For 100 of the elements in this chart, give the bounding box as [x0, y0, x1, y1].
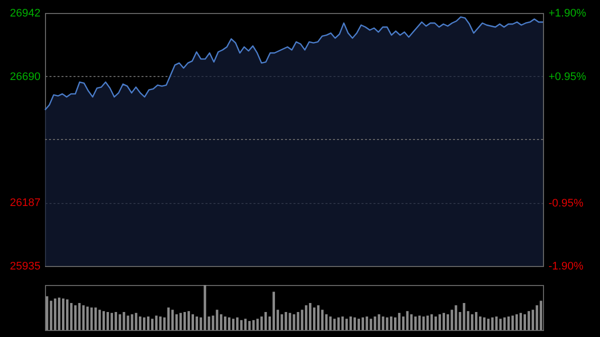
bar [370, 318, 372, 330]
bar [196, 316, 198, 330]
bar [102, 311, 105, 330]
bar [175, 314, 178, 330]
bar [406, 311, 409, 330]
bar [503, 317, 506, 330]
bar [341, 316, 344, 330]
bar [171, 310, 174, 330]
bar [483, 317, 486, 330]
bar [94, 308, 97, 330]
bar [382, 316, 384, 330]
bar [442, 312, 446, 330]
bar [325, 314, 328, 330]
bar [532, 310, 534, 330]
bar [487, 318, 490, 330]
bar [366, 316, 368, 330]
bar [446, 314, 450, 330]
bar [163, 317, 166, 330]
bar [470, 314, 474, 330]
bar [288, 312, 292, 330]
bar [272, 292, 275, 330]
bar [151, 318, 154, 330]
bar [511, 316, 514, 330]
bar [390, 316, 392, 330]
bar [426, 316, 429, 330]
bar [183, 312, 186, 330]
bar [337, 317, 340, 330]
bar [304, 305, 308, 330]
y2-tick-label: +1.90% [548, 8, 586, 20]
bar [520, 312, 522, 330]
bar [256, 318, 259, 330]
bar [134, 312, 138, 330]
bar [422, 316, 425, 330]
bar [491, 317, 494, 330]
bar [114, 312, 118, 330]
bar [528, 311, 530, 330]
bar [536, 305, 538, 330]
bar [248, 321, 251, 330]
bar [438, 314, 441, 330]
bar [82, 305, 85, 330]
bar [142, 317, 146, 330]
bar [264, 312, 267, 330]
bar [240, 320, 243, 330]
bar [216, 310, 218, 330]
bar [224, 316, 226, 330]
bar [308, 303, 312, 330]
bar [58, 298, 60, 330]
bar [90, 308, 93, 330]
bar [130, 314, 134, 330]
bar [495, 316, 498, 330]
bar [410, 314, 413, 330]
bar [354, 317, 356, 330]
bar [362, 317, 364, 330]
bar [349, 316, 352, 330]
bar [450, 310, 454, 330]
y2-tick-label: -0.95% [548, 197, 584, 210]
bar [515, 314, 518, 330]
bar [296, 312, 300, 330]
bar [50, 300, 52, 330]
y-tick-label: 26690 [10, 70, 40, 83]
bar [106, 312, 109, 330]
bar [507, 316, 510, 330]
bar [434, 316, 437, 330]
bar [188, 311, 190, 330]
bar [394, 317, 396, 330]
bar [280, 314, 284, 330]
bar [386, 317, 388, 330]
y-tick-label: 25935 [10, 260, 40, 272]
bar [62, 298, 64, 330]
bar [54, 298, 56, 330]
bar [398, 312, 400, 330]
bar [524, 314, 526, 330]
bar [474, 312, 478, 330]
y2-tick-label: +0.95% [548, 70, 586, 83]
bar [122, 312, 126, 330]
bar [192, 314, 194, 330]
bar [228, 317, 230, 330]
bar [232, 318, 234, 330]
bar [284, 312, 288, 330]
bar [317, 305, 320, 330]
bar [159, 316, 162, 330]
bar [358, 318, 360, 330]
bar [220, 314, 222, 330]
bar [414, 316, 417, 330]
bar [118, 314, 122, 330]
bar [236, 317, 239, 330]
bar [66, 299, 68, 330]
bar [78, 303, 81, 330]
y-tick-label: 26942 [10, 8, 40, 20]
bar [98, 310, 101, 330]
bar [321, 310, 324, 330]
bar [138, 316, 142, 330]
y2-tick-label: -1.90% [548, 260, 584, 272]
bar [204, 285, 206, 330]
bar [179, 312, 182, 330]
bar [147, 316, 150, 330]
bar [454, 305, 458, 330]
bar [74, 305, 77, 330]
bar [155, 316, 158, 330]
bar [70, 303, 73, 330]
